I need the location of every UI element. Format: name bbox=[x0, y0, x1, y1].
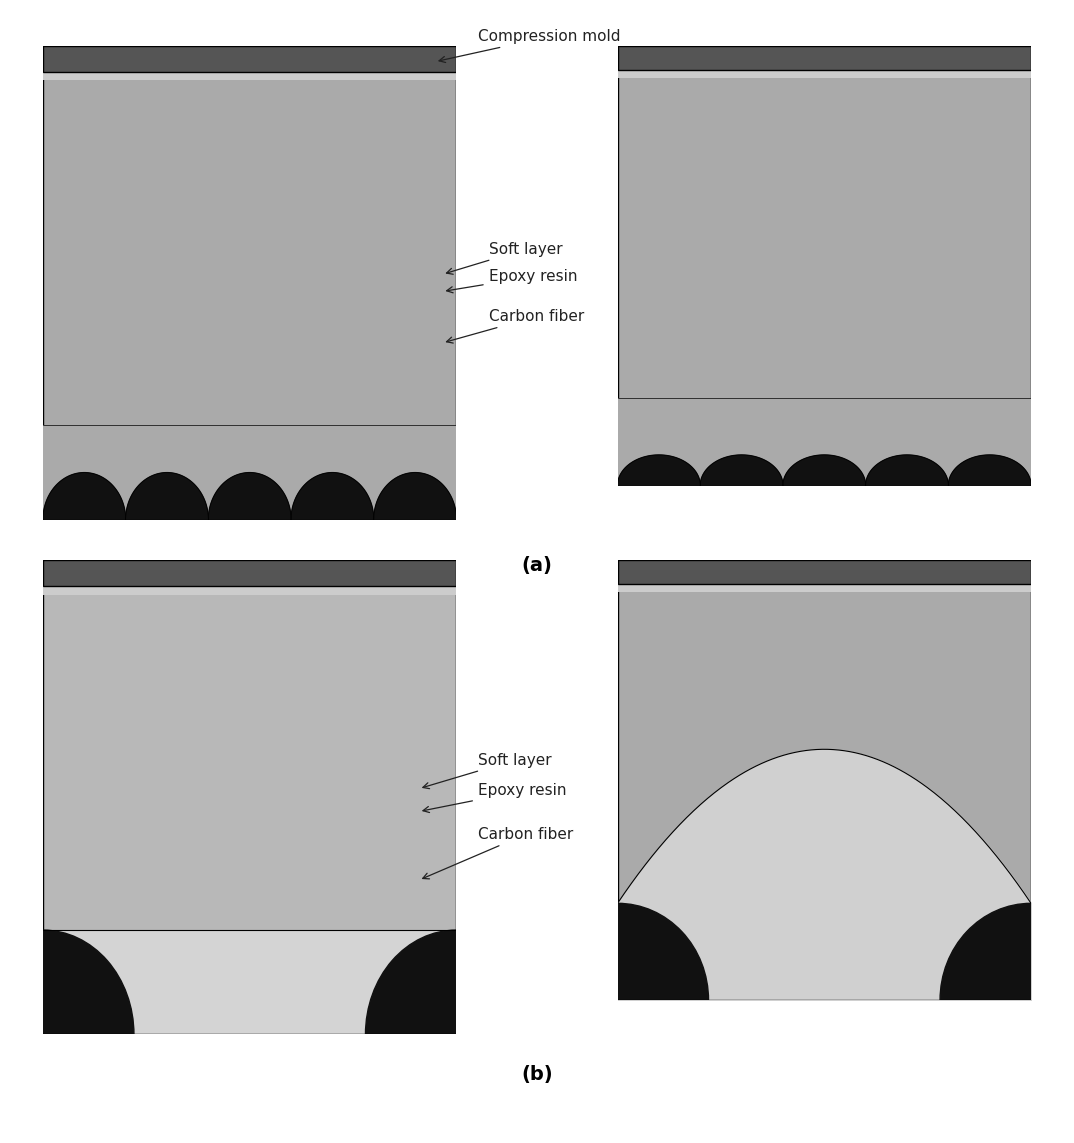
Polygon shape bbox=[783, 455, 866, 486]
Text: Epoxy resin: Epoxy resin bbox=[447, 269, 577, 293]
Text: Carbon fiber: Carbon fiber bbox=[423, 826, 574, 879]
Bar bbox=[43, 560, 456, 586]
Bar bbox=[618, 46, 1031, 70]
Circle shape bbox=[526, 903, 709, 1097]
Bar bbox=[43, 930, 456, 1034]
Bar bbox=[43, 930, 456, 1034]
Bar bbox=[618, 584, 1031, 592]
Text: (b): (b) bbox=[521, 1065, 553, 1084]
Polygon shape bbox=[374, 473, 456, 520]
Bar bbox=[618, 398, 1031, 486]
Circle shape bbox=[940, 903, 1074, 1097]
Text: (a): (a) bbox=[522, 557, 552, 575]
Polygon shape bbox=[618, 455, 700, 486]
Polygon shape bbox=[948, 455, 1031, 486]
Bar bbox=[43, 46, 456, 72]
Text: Soft layer: Soft layer bbox=[447, 241, 563, 274]
Circle shape bbox=[365, 930, 548, 1138]
Polygon shape bbox=[866, 455, 948, 486]
Bar bbox=[43, 72, 456, 80]
Bar bbox=[43, 425, 456, 520]
Polygon shape bbox=[208, 473, 291, 520]
Circle shape bbox=[0, 930, 134, 1138]
Polygon shape bbox=[291, 473, 374, 520]
Bar bbox=[618, 560, 1031, 584]
Bar bbox=[43, 425, 456, 520]
Polygon shape bbox=[126, 473, 208, 520]
Polygon shape bbox=[43, 473, 126, 520]
Bar bbox=[618, 70, 1031, 78]
Polygon shape bbox=[700, 455, 783, 486]
Text: Compression mold: Compression mold bbox=[439, 29, 621, 63]
Text: Epoxy resin: Epoxy resin bbox=[423, 783, 566, 813]
Bar bbox=[43, 586, 456, 594]
Bar bbox=[618, 903, 1031, 1000]
Bar bbox=[618, 398, 1031, 486]
Text: Carbon fiber: Carbon fiber bbox=[447, 309, 584, 343]
Text: Soft layer: Soft layer bbox=[423, 752, 552, 789]
